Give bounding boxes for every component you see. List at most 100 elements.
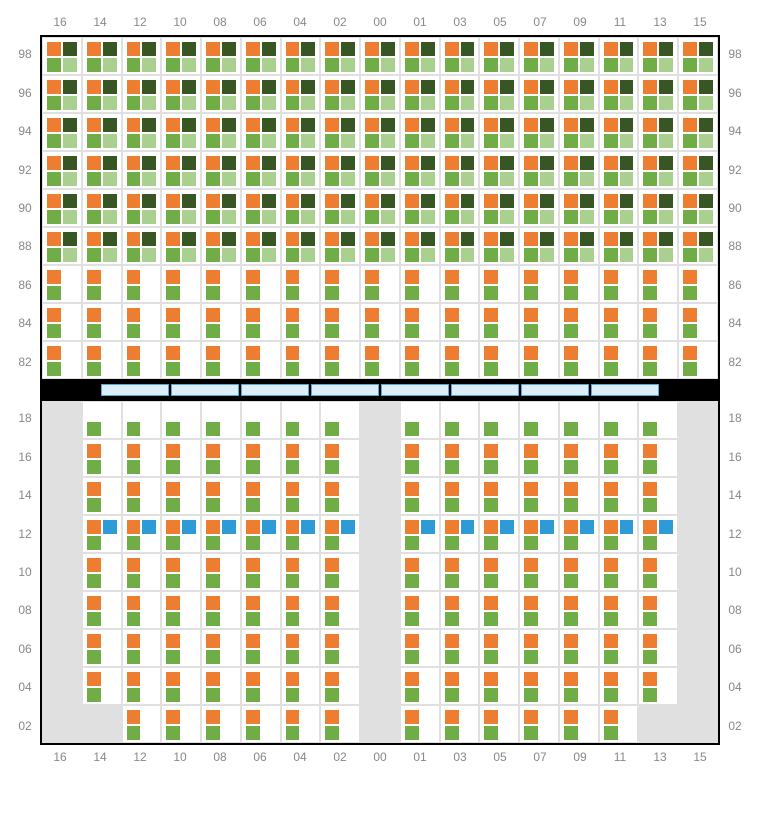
grid-cell [519,477,559,515]
dot-lime [620,248,634,262]
dot-green [365,324,379,338]
dot-orange [643,156,657,170]
grid-cell [479,667,519,705]
dot-darkgreen [580,80,594,94]
dot-darkgreen [103,42,117,56]
grid-cell [281,227,321,265]
dot-green [484,210,498,224]
dot-green [524,96,538,110]
dot-lime [699,210,713,224]
row-label-88: 88 [10,227,40,265]
grid-cell [599,629,639,667]
grid-cell [281,477,321,515]
dot-orange [683,194,697,208]
dot-green [643,688,657,702]
grid-cell-disabled [678,591,718,629]
dot-orange [604,482,618,496]
grid-cell [479,227,519,265]
grid-cell [161,515,201,553]
dot-orange [87,558,101,572]
dot-orange [325,444,339,458]
dot-darkgreen [63,156,77,170]
dot-green [683,96,697,110]
grid-cell [479,341,519,379]
dot-orange [683,156,697,170]
col-label-01: 01 [400,745,440,770]
dot-darkgreen [103,232,117,246]
dot-green [47,134,61,148]
grid-cell-disabled [678,477,718,515]
dot-orange [246,156,260,170]
dot-orange [246,710,260,724]
dot-orange [445,118,459,132]
dot-orange [206,232,220,246]
dot-lime [222,210,236,224]
dot-green [47,362,61,376]
dot-orange [365,346,379,360]
dot-green [524,210,538,224]
grid-cell [599,705,639,743]
grid-cell [559,629,599,667]
dot-lime [580,248,594,262]
grid-cell [440,705,480,743]
dot-green [564,612,578,626]
dot-darkgreen [142,118,156,132]
dot-green [47,96,61,110]
dot-orange [206,118,220,132]
dot-orange [365,118,379,132]
dot-orange [286,156,300,170]
dot-darkgreen [421,156,435,170]
dot-green [206,650,220,664]
grid-cell [281,151,321,189]
dot-green [643,650,657,664]
dot-darkgreen [63,118,77,132]
dot-lime [301,58,315,72]
dot-green [206,612,220,626]
dot-green [246,688,260,702]
dot-orange [166,634,180,648]
dot-orange [365,42,379,56]
col-label-07: 07 [520,745,560,770]
grid-cell [400,515,440,553]
grid-cell-disabled [360,553,400,591]
row-label-96: 96 [720,74,750,112]
dot-darkgreen [222,156,236,170]
grid-cell [400,477,440,515]
dot-green [206,248,220,262]
grid-cell-disabled [42,439,82,477]
dot-lime [222,134,236,148]
dot-green [365,172,379,186]
row-label-14: 14 [10,476,40,514]
grid-cell [599,37,639,75]
dot-orange [365,156,379,170]
dot-darkgreen [461,118,475,132]
dot-darkgreen [341,42,355,56]
dot-lime [262,172,276,186]
grid-cell [360,227,400,265]
dot-blue [461,520,475,534]
dot-green [445,650,459,664]
dot-green [246,286,260,300]
dot-orange [445,308,459,322]
grid-cell [161,151,201,189]
dot-darkgreen [341,232,355,246]
dot-orange [325,482,339,496]
dot-green [484,422,498,436]
grid-cell [440,151,480,189]
dot-green [206,536,220,550]
dot-green [604,650,618,664]
dot-darkgreen [540,118,554,132]
dot-green [206,134,220,148]
dot-orange [643,118,657,132]
dot-green [246,422,260,436]
grid-cell [599,667,639,705]
dot-green [365,58,379,72]
dot-darkgreen [659,232,673,246]
col-label-10: 10 [160,745,200,770]
dot-orange [484,558,498,572]
grid-cell [201,37,241,75]
dot-lime [381,96,395,110]
grid-cell [519,401,559,439]
col-label-14: 14 [80,745,120,770]
dot-lime [699,58,713,72]
